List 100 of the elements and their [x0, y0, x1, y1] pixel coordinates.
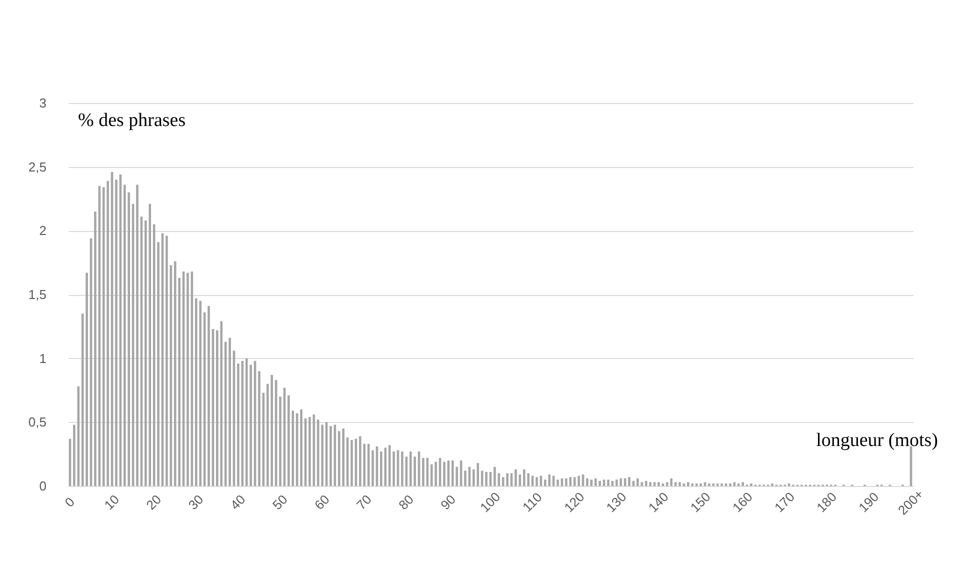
- bar: [658, 482, 660, 486]
- bar: [708, 483, 710, 486]
- bar: [409, 452, 412, 486]
- bar: [712, 483, 715, 486]
- bar: [136, 184, 138, 486]
- bar: [649, 482, 652, 486]
- bar: [607, 480, 610, 486]
- bar: [522, 469, 526, 486]
- x-tick-label: 10: [101, 492, 122, 513]
- y-tick-label: 2,5: [28, 159, 46, 174]
- bar: [662, 483, 664, 486]
- bar: [628, 477, 630, 486]
- bar: [115, 180, 118, 486]
- bar: [228, 338, 231, 486]
- bar: [640, 482, 644, 486]
- x-tick-label: 90: [438, 492, 459, 513]
- x-tick-label: 160: [729, 489, 756, 516]
- bar: [586, 478, 588, 486]
- bar: [620, 478, 622, 486]
- y-tick-label: 2: [39, 223, 46, 238]
- x-tick-label: 120: [561, 489, 588, 516]
- x-tick-label: 40: [227, 492, 248, 513]
- bar: [700, 483, 702, 486]
- x-tick-label: 130: [603, 489, 630, 516]
- bar: [750, 483, 752, 486]
- bar: [569, 477, 572, 486]
- bar: [674, 482, 677, 486]
- bar: [392, 452, 395, 486]
- bar: [737, 483, 740, 486]
- bar: [494, 466, 496, 486]
- bar: [106, 180, 109, 486]
- x-tick-label: 80: [396, 492, 416, 513]
- bar: [434, 462, 437, 486]
- bar: [308, 417, 311, 486]
- bar: [174, 261, 176, 486]
- bar: [208, 306, 210, 486]
- bar: [536, 477, 538, 486]
- bar: [94, 212, 96, 486]
- bar: [514, 469, 517, 486]
- bar: [342, 428, 344, 486]
- bar: [670, 478, 672, 486]
- bar: [720, 483, 723, 486]
- x-tick-label: 30: [185, 492, 206, 513]
- x-tick-label: 50: [269, 492, 290, 513]
- bar: [270, 374, 273, 486]
- bar: [742, 482, 744, 486]
- bar: [686, 482, 690, 486]
- bar: [241, 360, 244, 486]
- bar: [422, 458, 424, 486]
- bar: [636, 478, 639, 486]
- x-axis-title: longueur (mots): [816, 430, 938, 451]
- bar: [771, 483, 774, 486]
- bar: [565, 478, 568, 486]
- bar: [279, 396, 282, 486]
- bar: [148, 204, 152, 486]
- y-axis-title: % des phrases: [78, 110, 186, 131]
- bar: [485, 472, 488, 486]
- bar: [300, 409, 302, 486]
- bar: [258, 371, 260, 486]
- bar: [220, 321, 223, 486]
- y-tick-label: 0: [39, 478, 46, 494]
- bar: [380, 452, 382, 486]
- x-tick-label: 60: [312, 492, 332, 513]
- bar: [598, 480, 601, 486]
- bar: [401, 452, 404, 486]
- bar: [186, 272, 189, 486]
- bar: [194, 298, 198, 486]
- bar: [86, 272, 88, 486]
- bar: [666, 482, 668, 486]
- x-tick-label: 140: [645, 489, 672, 516]
- bar: [73, 424, 76, 486]
- bar: [594, 478, 597, 486]
- x-tick-label: 190: [856, 489, 882, 516]
- bar: [733, 482, 736, 486]
- bar: [330, 426, 332, 486]
- x-tick-label: 110: [520, 490, 545, 515]
- bar: [350, 440, 353, 486]
- y-tick-label: 0,5: [28, 414, 46, 430]
- y-tick-label: 1,5: [28, 287, 46, 302]
- x-tick-label: 20: [143, 492, 164, 513]
- bar: [578, 476, 580, 486]
- bar: [358, 436, 362, 486]
- bar: [691, 483, 694, 486]
- x-tick-label: 150: [687, 489, 714, 516]
- bar: [452, 460, 454, 486]
- bar: [548, 474, 551, 486]
- bar: [502, 477, 504, 486]
- x-tick-label: 180: [814, 489, 840, 516]
- bar: [199, 300, 202, 486]
- bar: [372, 450, 374, 486]
- bar: [573, 477, 576, 486]
- x-tick-label: 100: [477, 489, 504, 516]
- bar: [338, 431, 340, 486]
- bar: [312, 414, 316, 486]
- bar: [152, 224, 156, 486]
- bar: [506, 473, 508, 486]
- x-tick-label: 170: [772, 489, 798, 516]
- bar: [245, 358, 248, 486]
- bar: [704, 482, 706, 486]
- bar: [430, 464, 433, 486]
